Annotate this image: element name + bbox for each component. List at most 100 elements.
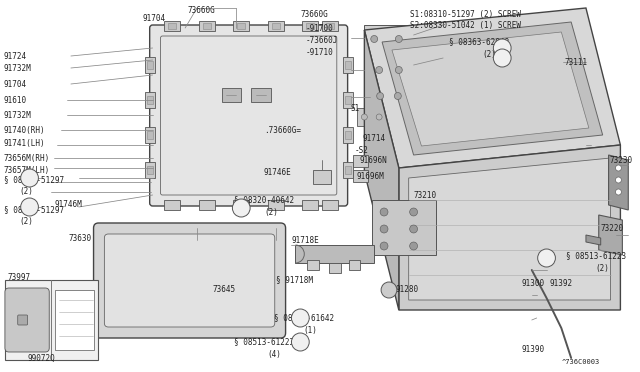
Text: ^736C0003: ^736C0003: [561, 359, 600, 365]
Bar: [5, 280, 99, 360]
Circle shape: [396, 67, 403, 74]
Text: § 91718M: § 91718M: [276, 276, 313, 285]
Polygon shape: [409, 158, 611, 300]
Bar: [164, 200, 180, 210]
Text: S1: S1: [351, 103, 360, 112]
Circle shape: [380, 242, 388, 250]
Bar: [147, 61, 152, 69]
Circle shape: [380, 225, 388, 233]
Text: 91704: 91704: [143, 13, 166, 22]
Polygon shape: [399, 145, 620, 310]
Circle shape: [291, 309, 309, 327]
Bar: [353, 170, 368, 182]
Circle shape: [410, 208, 417, 216]
Text: § 08310-51297: § 08310-51297: [4, 205, 64, 215]
Circle shape: [381, 282, 397, 298]
Text: 91300: 91300: [522, 279, 545, 289]
Text: 99072Q: 99072Q: [28, 353, 55, 362]
Circle shape: [616, 165, 621, 171]
FancyBboxPatch shape: [5, 288, 49, 352]
Circle shape: [232, 199, 250, 217]
Text: 73111: 73111: [564, 58, 588, 67]
Bar: [145, 57, 155, 73]
Text: § 08320-40642: § 08320-40642: [234, 196, 294, 205]
Bar: [145, 162, 155, 178]
Polygon shape: [609, 155, 628, 210]
Text: 73230: 73230: [609, 155, 633, 164]
Bar: [221, 88, 241, 102]
Circle shape: [396, 35, 403, 42]
Bar: [296, 245, 374, 263]
Text: (2): (2): [483, 49, 497, 58]
Text: 91740(RH): 91740(RH): [4, 125, 45, 135]
Text: 91696N: 91696N: [360, 155, 387, 164]
Text: 73645: 73645: [212, 285, 236, 295]
Bar: [329, 263, 340, 273]
Bar: [345, 131, 351, 139]
Text: 73997: 73997: [8, 273, 31, 282]
Text: 91718E: 91718E: [291, 235, 319, 244]
Text: § 08513-61223: § 08513-61223: [566, 251, 627, 260]
Text: S: S: [239, 205, 243, 211]
Text: (2): (2): [596, 263, 610, 273]
Circle shape: [291, 333, 309, 351]
Bar: [326, 23, 334, 29]
Bar: [302, 200, 318, 210]
Bar: [342, 162, 353, 178]
Bar: [322, 200, 338, 210]
Text: 91280: 91280: [396, 285, 419, 295]
FancyBboxPatch shape: [93, 223, 285, 338]
Polygon shape: [364, 30, 399, 310]
Bar: [145, 127, 155, 143]
Text: S: S: [500, 45, 504, 51]
Polygon shape: [392, 32, 589, 146]
Text: 91746E: 91746E: [264, 167, 292, 176]
Bar: [371, 85, 408, 107]
Text: (2): (2): [20, 186, 33, 196]
Text: 73630: 73630: [69, 234, 92, 243]
Text: S: S: [28, 205, 31, 209]
FancyBboxPatch shape: [104, 234, 275, 327]
Text: (2): (2): [20, 217, 33, 225]
Text: (1): (1): [303, 326, 317, 334]
Bar: [342, 127, 353, 143]
Text: S1:08310-51297 (2) SCREW: S1:08310-51297 (2) SCREW: [410, 10, 521, 19]
Bar: [322, 21, 338, 31]
Text: -91700: -91700: [305, 23, 333, 32]
Bar: [307, 23, 314, 29]
Bar: [345, 96, 351, 104]
Text: S: S: [500, 55, 504, 61]
Circle shape: [493, 49, 511, 67]
Text: S: S: [298, 340, 302, 344]
Text: (2): (2): [264, 208, 278, 217]
Text: 91610: 91610: [4, 96, 27, 105]
Text: -73660J: -73660J: [305, 35, 338, 45]
Text: -S2: -S2: [355, 145, 369, 154]
Bar: [147, 166, 152, 174]
Circle shape: [410, 225, 417, 233]
Bar: [345, 166, 351, 174]
Polygon shape: [599, 215, 622, 255]
Bar: [164, 21, 180, 31]
Text: 73660G: 73660G: [300, 10, 328, 19]
Circle shape: [538, 249, 556, 267]
Circle shape: [376, 114, 382, 120]
Circle shape: [616, 177, 621, 183]
Bar: [369, 58, 409, 83]
Text: 73210: 73210: [413, 190, 436, 199]
Text: .73660G=: .73660G=: [264, 125, 301, 135]
Text: 91732M: 91732M: [4, 64, 32, 73]
Bar: [234, 21, 249, 31]
Text: 91741(LH): 91741(LH): [4, 138, 45, 148]
Bar: [268, 200, 284, 210]
Bar: [237, 23, 245, 29]
Bar: [268, 21, 284, 31]
FancyBboxPatch shape: [150, 25, 348, 206]
Text: 91696M: 91696M: [356, 171, 384, 180]
Circle shape: [616, 189, 621, 195]
Polygon shape: [382, 22, 603, 155]
Text: § 08513-61223: § 08513-61223: [234, 337, 294, 346]
Bar: [203, 23, 211, 29]
Text: 91390: 91390: [522, 346, 545, 355]
Text: -91710: -91710: [305, 48, 333, 57]
